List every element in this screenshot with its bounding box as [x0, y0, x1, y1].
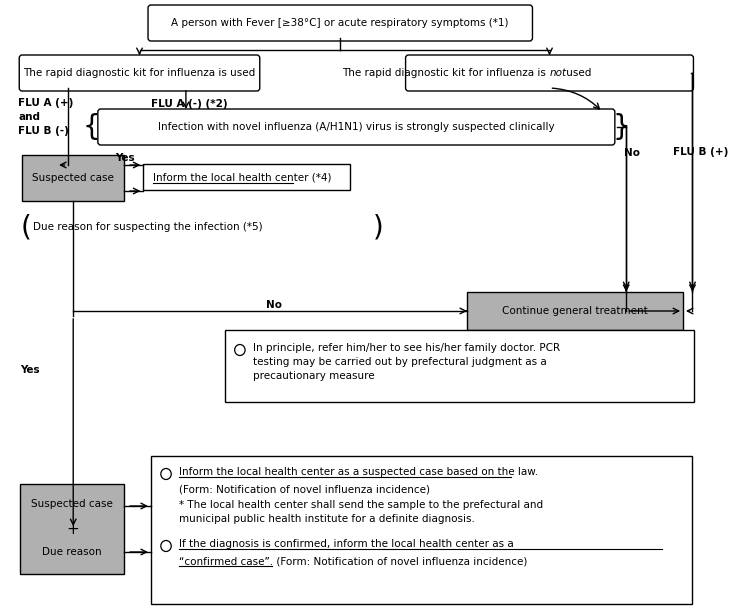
Text: Inform the local health center (*4): Inform the local health center (*4): [153, 172, 331, 182]
Text: In principle, refer him/her to see his/her family doctor. PCR: In principle, refer him/her to see his/h…: [253, 343, 560, 353]
Text: +: +: [66, 521, 79, 537]
Text: FLU B (+): FLU B (+): [672, 147, 728, 157]
Text: FLU A (-) (*2): FLU A (-) (*2): [151, 99, 228, 109]
Text: not: not: [550, 68, 567, 78]
Text: Due reason: Due reason: [43, 547, 102, 557]
Text: Suspected case: Suspected case: [32, 173, 115, 183]
Bar: [143, 164, 349, 190]
Bar: [22, 155, 124, 201]
Text: testing may be carried out by prefectural judgment as a: testing may be carried out by prefectura…: [253, 357, 547, 367]
Text: used: used: [563, 68, 591, 78]
Text: ): ): [372, 213, 383, 241]
Text: (: (: [21, 213, 31, 241]
Text: (Form: Notification of novel influenza incidence): (Form: Notification of novel influenza i…: [179, 484, 430, 494]
Text: A person with Fever [≥38°C] or acute respiratory symptoms (*1): A person with Fever [≥38°C] or acute res…: [172, 18, 509, 28]
Text: Yes: Yes: [21, 365, 40, 375]
Text: and: and: [18, 112, 40, 122]
Text: “confirmed case”. (Form: Notification of novel influenza incidence): “confirmed case”. (Form: Notification of…: [179, 556, 528, 566]
Bar: [21, 484, 124, 574]
FancyBboxPatch shape: [19, 55, 260, 91]
Text: Infection with novel influenza (A/H1N1) virus is strongly suspected clinically: Infection with novel influenza (A/H1N1) …: [158, 122, 555, 132]
Text: precautionary measure: precautionary measure: [253, 371, 375, 381]
Bar: [225, 330, 694, 402]
Text: FLU B (-): FLU B (-): [18, 126, 69, 136]
Bar: [151, 456, 692, 604]
Text: Suspected case: Suspected case: [32, 499, 113, 509]
FancyBboxPatch shape: [148, 5, 532, 41]
Text: If the diagnosis is confirmed, inform the local health center as a: If the diagnosis is confirmed, inform th…: [179, 539, 514, 549]
Text: * The local health center shall send the sample to the prefectural and: * The local health center shall send the…: [179, 500, 543, 510]
Text: No: No: [266, 300, 283, 310]
Text: }: }: [613, 113, 631, 141]
Text: Continue general treatment: Continue general treatment: [502, 306, 648, 316]
Text: No: No: [625, 148, 640, 158]
Text: municipal public health institute for a definite diagnosis.: municipal public health institute for a …: [179, 514, 475, 524]
Text: Yes: Yes: [115, 153, 134, 163]
Bar: [467, 292, 683, 330]
Text: Due reason for suspecting the infection (*5): Due reason for suspecting the infection …: [32, 222, 262, 232]
FancyBboxPatch shape: [406, 55, 694, 91]
Text: Inform the local health center as a suspected case based on the law.: Inform the local health center as a susp…: [179, 467, 539, 477]
FancyBboxPatch shape: [98, 109, 615, 145]
Text: {: {: [82, 113, 100, 141]
Text: The rapid diagnostic kit for influenza is: The rapid diagnostic kit for influenza i…: [342, 68, 550, 78]
Text: The rapid diagnostic kit for influenza is used: The rapid diagnostic kit for influenza i…: [23, 68, 255, 78]
Text: FLU A (+): FLU A (+): [18, 98, 73, 108]
